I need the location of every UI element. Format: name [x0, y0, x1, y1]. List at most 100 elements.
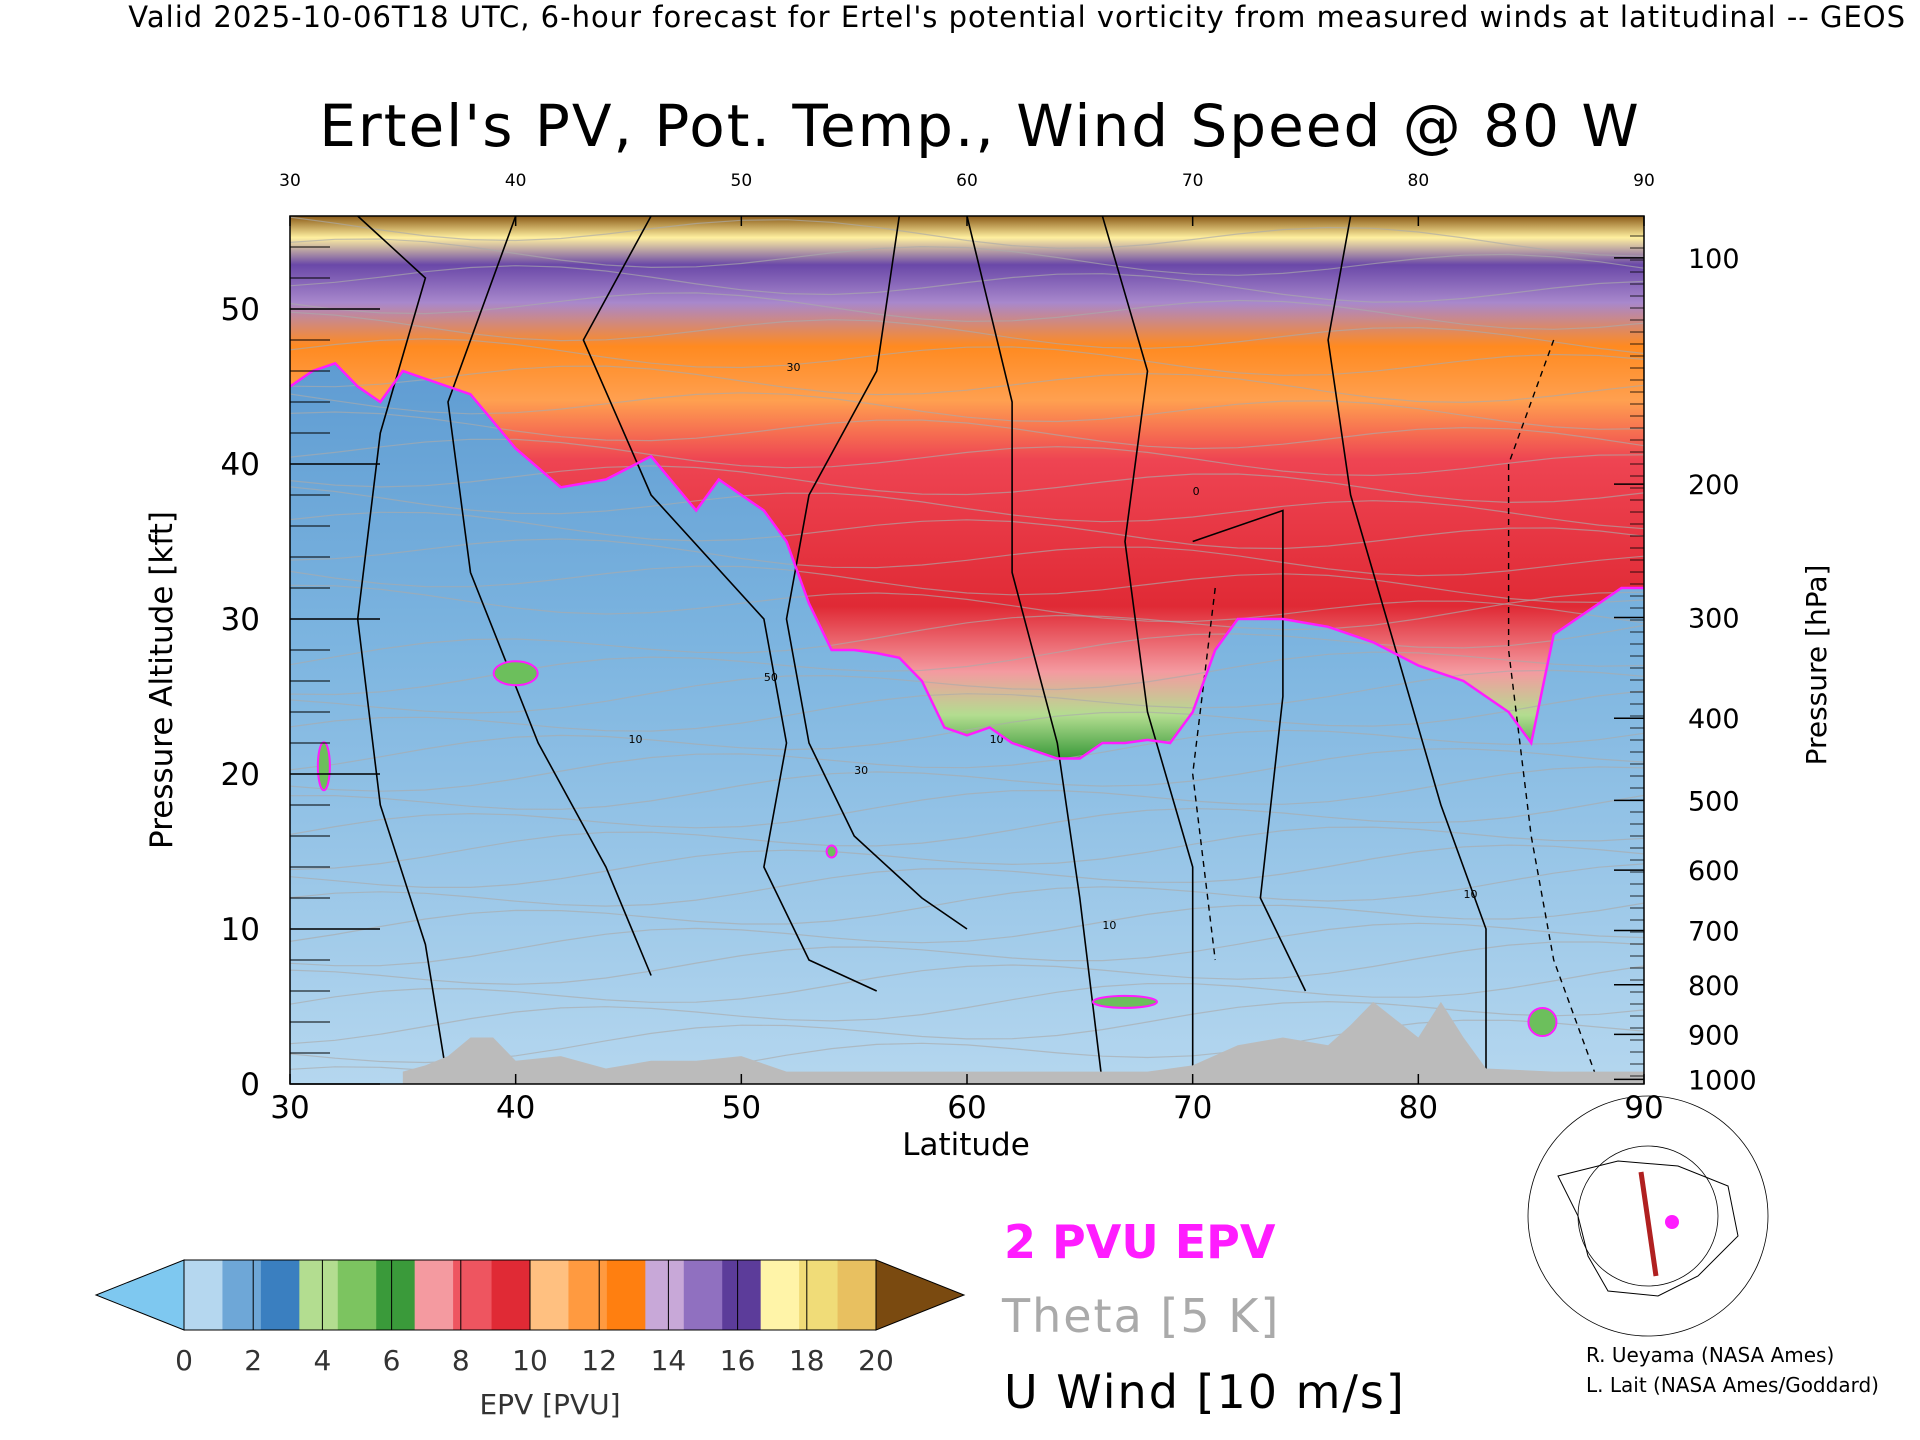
pv-blob [492, 660, 539, 687]
uwind-label: 30 [854, 764, 868, 777]
theta-line [289, 794, 1645, 871]
colorbar-tick-label: 14 [651, 1344, 687, 1377]
theta-line [289, 1000, 1645, 1064]
pv-blob [316, 741, 331, 792]
x-tick-label-top: 70 [1182, 171, 1204, 191]
colorbar-segment [337, 1260, 377, 1330]
colorbar-tick-label: 2 [244, 1344, 262, 1377]
colorbar-segment [299, 1260, 339, 1330]
x-tick-label: 40 [496, 1090, 535, 1126]
pressure-tick-label: 1000 [1688, 1065, 1757, 1096]
uwind-label: 50 [764, 671, 778, 684]
y-tick-label: 0 [240, 1067, 260, 1103]
legend-uwind: U Wind [10 m/s] [1004, 1365, 1406, 1419]
y-tick-label: 10 [221, 912, 260, 948]
theta-line [289, 826, 1645, 888]
theta-line [289, 591, 1645, 666]
theta-line [289, 238, 1645, 276]
theta-line [289, 511, 1645, 550]
uwind-line [966, 215, 1104, 1085]
x-tick-label: 50 [722, 1090, 761, 1126]
uwind-label: 10 [1102, 919, 1116, 932]
x-tick-label-top: 60 [956, 171, 978, 191]
colorbar-segment [260, 1260, 300, 1330]
x-tick-label: 90 [1624, 1090, 1663, 1126]
theta-line [289, 766, 1645, 836]
theta-line [289, 584, 1645, 624]
x-tick-label: 80 [1399, 1090, 1438, 1126]
theta-line [289, 941, 1645, 1005]
pressure-tick-label: 100 [1688, 244, 1740, 275]
axes: 3030404050506060707080809090010203040501… [221, 171, 1757, 1126]
theta-line [289, 338, 1645, 376]
colorbar-tick-label: 12 [581, 1344, 617, 1377]
colorbar-tick-label: 4 [313, 1344, 331, 1377]
pressure-tick-label: 800 [1688, 971, 1740, 1002]
colorbar-over-arrow [875, 1259, 966, 1331]
colorbar-tick-label: 0 [175, 1344, 193, 1377]
inset-map-grid [1527, 1095, 1769, 1337]
header-line: Valid 2025-10-06T18 UTC, 6-hour forecast… [128, 0, 1906, 34]
theta-line [289, 438, 1645, 477]
theta-line [289, 411, 1645, 450]
theta-line [289, 965, 1645, 1045]
uwind-line [582, 215, 878, 992]
terrain [402, 1001, 1644, 1084]
theta-line [289, 265, 1645, 303]
colorbar-segment [645, 1260, 685, 1330]
theta-line [289, 486, 1645, 530]
plot-area: 30 10 30 50 10 10 0 10 [289, 215, 1645, 1085]
x-tick-label: 70 [1173, 1090, 1212, 1126]
x-tick-label-top: 30 [279, 171, 301, 191]
uwind-line [1101, 215, 1194, 1084]
pressure-tick-label: 600 [1688, 856, 1740, 887]
chart-title: Ertel's PV, Pot. Temp., Wind Speed @ 80 … [319, 92, 1641, 160]
pressure-tick-label: 300 [1688, 603, 1740, 634]
epv-colorbar: 0 2 4 6 8 10 12 14 16 18 20 EPV [PVU] [94, 1259, 966, 1421]
pressure-tick-label: 500 [1688, 786, 1740, 817]
pv-blob [1091, 994, 1158, 1009]
theta-line [289, 902, 1645, 967]
credit-line-2: L. Lait (NASA Ames/Goddard) [1586, 1373, 1879, 1397]
colorbar-label: EPV [PVU] [479, 1388, 620, 1421]
colorbar-segment [568, 1260, 608, 1330]
pressure-tick-label: 400 [1688, 704, 1740, 735]
uwind-negative-line [1507, 339, 1600, 1085]
theta-line [289, 365, 1645, 404]
x-tick-label-top: 50 [731, 171, 753, 191]
uwind-negative-line [1191, 587, 1216, 961]
inset-map-marker [1665, 1215, 1679, 1229]
colorbar-segment [530, 1260, 569, 1330]
theta-line [289, 392, 1645, 430]
x-tick-label-top: 80 [1408, 171, 1430, 191]
colorbar-segment [184, 1260, 223, 1330]
theta-line [289, 690, 1645, 771]
pressure-tick-label: 200 [1688, 470, 1740, 501]
inset-map-section-line [1638, 1171, 1659, 1277]
colorbar-segment [683, 1260, 723, 1330]
y-tick-label: 50 [221, 292, 260, 328]
colorbar-segment [453, 1260, 493, 1330]
inset-map-coastline [1557, 1160, 1739, 1297]
theta-contours [289, 216, 1645, 1082]
uwind-label: 10 [629, 733, 643, 746]
x-axis-label: Latitude [902, 1127, 1030, 1163]
colorbar-segment [491, 1260, 531, 1330]
uwind-line [1192, 509, 1307, 992]
colorbar-segment [837, 1260, 877, 1330]
y-axis-label: Pressure Altitude [kft] [144, 511, 180, 849]
pressure-tick-label: 900 [1688, 1020, 1740, 1051]
theta-line [289, 311, 1645, 355]
colorbar-under-arrow [94, 1259, 185, 1331]
x-tick-label: 60 [947, 1090, 986, 1126]
colorbar-segment [799, 1260, 839, 1330]
colorbar-segment [414, 1260, 454, 1330]
uwind-line [447, 215, 652, 976]
legend-theta: Theta [5 K] [1001, 1289, 1280, 1343]
inset-map-background [1548, 1156, 1744, 1306]
pvu-line [289, 361, 1644, 760]
pressure-axis-label: Pressure [hPa] [1800, 565, 1833, 766]
theta-line [289, 465, 1645, 504]
theta-line [289, 565, 1645, 604]
